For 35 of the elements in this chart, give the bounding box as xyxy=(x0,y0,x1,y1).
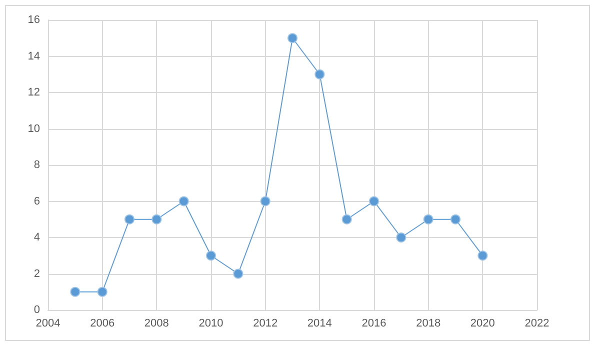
y-tick-label: 10 xyxy=(28,122,40,135)
point xyxy=(233,268,244,279)
point xyxy=(396,232,406,242)
point xyxy=(260,196,270,206)
x-tick-label: 2006 xyxy=(90,318,115,330)
point xyxy=(178,196,189,206)
x-tick-label: 2016 xyxy=(362,318,386,330)
x-tick-label: 2022 xyxy=(524,318,550,330)
y-tick-label: 2 xyxy=(34,268,40,280)
x-tick-label: 2008 xyxy=(144,318,169,330)
y-tick-label: 12 xyxy=(28,86,40,98)
point xyxy=(70,286,80,297)
y-tick-label: 0 xyxy=(34,304,40,316)
y-tick-label: 4 xyxy=(34,232,40,244)
point xyxy=(206,250,216,261)
x-tick-label: 2018 xyxy=(416,318,441,330)
y-tick-label: 8 xyxy=(34,159,40,171)
point xyxy=(478,250,488,261)
point xyxy=(124,214,134,224)
point xyxy=(288,33,298,44)
point xyxy=(369,196,379,206)
x-tick-label: 2012 xyxy=(253,318,278,330)
point xyxy=(314,69,325,80)
point xyxy=(152,214,162,224)
point xyxy=(423,214,434,224)
point xyxy=(97,286,108,297)
y-tick-label: 14 xyxy=(28,50,40,62)
x-tick-label: 2020 xyxy=(470,318,495,330)
y-tick-label: 16 xyxy=(28,14,40,26)
point xyxy=(342,214,352,224)
x-tick-label: 2004 xyxy=(36,318,60,330)
point xyxy=(450,214,460,224)
x-tick-label: 2014 xyxy=(307,318,332,330)
y-tick-label: 6 xyxy=(34,195,40,208)
x-tick-label: 2010 xyxy=(198,318,224,330)
